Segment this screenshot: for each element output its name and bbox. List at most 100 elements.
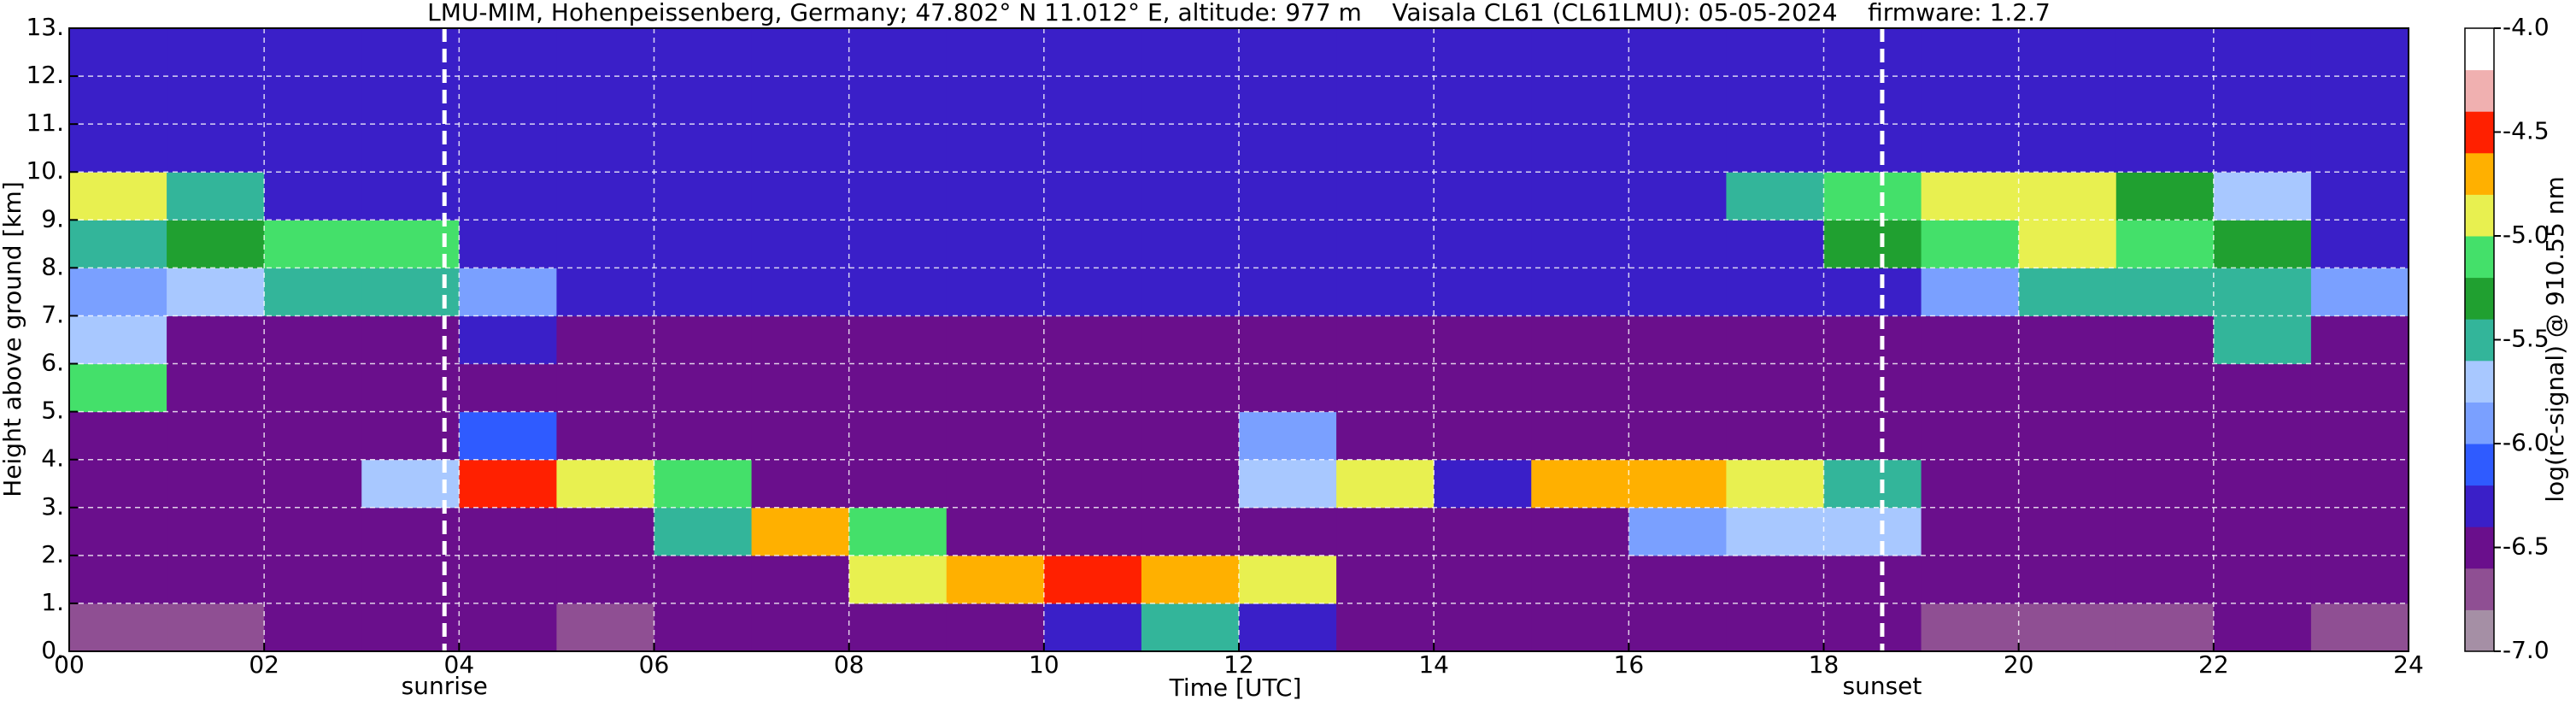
heatmap-cell bbox=[1726, 315, 1824, 365]
heatmap-cell bbox=[2115, 363, 2215, 413]
heatmap-cell bbox=[1336, 76, 1435, 125]
heatmap-cell bbox=[2310, 555, 2409, 604]
heatmap-cell bbox=[1434, 124, 1532, 173]
heatmap-cell bbox=[1141, 315, 1240, 365]
heatmap-cell bbox=[69, 268, 167, 316]
heatmap-cell bbox=[2310, 172, 2409, 221]
heatmap-cell bbox=[2213, 411, 2312, 461]
heatmap-cell bbox=[1823, 28, 1922, 77]
heatmap-cell bbox=[264, 555, 362, 604]
heatmap-cell bbox=[2213, 555, 2312, 604]
colorbar-band bbox=[2465, 194, 2494, 237]
heatmap-cell bbox=[556, 363, 654, 413]
heatmap-cell bbox=[2213, 315, 2312, 365]
heatmap-cell bbox=[848, 507, 948, 556]
heatmap-cell bbox=[1726, 459, 1824, 509]
heatmap-cell bbox=[1531, 28, 1629, 77]
heatmap-cell bbox=[848, 220, 948, 268]
heatmap-cell bbox=[751, 28, 850, 77]
heatmap-cell bbox=[2115, 220, 2215, 268]
heatmap-cell bbox=[167, 28, 265, 77]
x-tick-label: 24 bbox=[2393, 650, 2424, 679]
y-tick-label: 0. bbox=[41, 636, 64, 664]
heatmap-cell bbox=[654, 268, 753, 316]
heatmap-cell bbox=[1434, 603, 1532, 652]
heatmap-cell bbox=[2115, 76, 2215, 125]
heatmap-cell bbox=[556, 28, 654, 77]
x-tick-label: 06 bbox=[639, 650, 670, 679]
heatmap-cell bbox=[264, 268, 362, 316]
heatmap-cell bbox=[946, 363, 1045, 413]
heatmap-cell bbox=[556, 220, 654, 268]
heatmap-cell bbox=[2115, 555, 2215, 604]
heatmap-cell bbox=[1823, 459, 1922, 509]
y-tick-label: 7. bbox=[41, 300, 64, 328]
chart-title: LMU-MIM, Hohenpeissenberg, Germany; 47.8… bbox=[427, 0, 2051, 26]
heatmap-cell bbox=[1628, 603, 1727, 652]
heatmap-cell bbox=[1628, 363, 1727, 413]
y-tick-label: 2. bbox=[41, 540, 64, 568]
heatmap-cell bbox=[1921, 268, 2020, 316]
heatmap-cell bbox=[167, 555, 265, 604]
heatmap-cell bbox=[946, 28, 1045, 77]
heatmap-cell bbox=[654, 459, 753, 509]
heatmap-cell bbox=[69, 459, 167, 509]
heatmap-cell bbox=[1726, 28, 1824, 77]
heatmap-cell bbox=[1628, 28, 1727, 77]
heatmap-cell bbox=[1336, 124, 1435, 173]
heatmap-cell bbox=[1043, 603, 1142, 652]
heatmap-cell bbox=[751, 459, 850, 509]
colorbar-band bbox=[2465, 527, 2494, 569]
heatmap-cell bbox=[1921, 124, 2020, 173]
heatmap-cell bbox=[2115, 411, 2215, 461]
heatmap-cell bbox=[1628, 124, 1727, 173]
heatmap-cell bbox=[2213, 459, 2312, 509]
heatmap-cell bbox=[2018, 172, 2117, 221]
heatmap-cell bbox=[69, 315, 167, 365]
heatmap-cell bbox=[459, 603, 557, 652]
heatmap-cell bbox=[654, 603, 753, 652]
heatmap-cell bbox=[1043, 268, 1142, 316]
heatmap-cell bbox=[1336, 459, 1435, 509]
x-tick-label: 14 bbox=[1418, 650, 1449, 679]
heatmap-cell bbox=[1043, 555, 1142, 604]
heatmap-cell bbox=[1434, 315, 1532, 365]
heatmap-cell bbox=[69, 507, 167, 556]
x-tick-label: 04 bbox=[444, 650, 475, 679]
colorbar-frame bbox=[2464, 27, 2495, 652]
heatmap-cell bbox=[1434, 28, 1532, 77]
heatmap-cell bbox=[556, 172, 654, 221]
heatmap-cell bbox=[1921, 76, 2020, 125]
heatmap-cell bbox=[1141, 268, 1240, 316]
heatmap-cell bbox=[848, 268, 948, 316]
heatmap-cell bbox=[2310, 603, 2409, 652]
heatmap-cell bbox=[1043, 363, 1142, 413]
heatmap-cell bbox=[1434, 172, 1532, 221]
heatmap-cell bbox=[1823, 268, 1922, 316]
colorbar-band bbox=[2465, 69, 2494, 112]
heatmap-cell bbox=[1239, 555, 1337, 604]
heatmap-cell bbox=[654, 28, 753, 77]
heatmap-cell bbox=[1628, 555, 1727, 604]
heatmap-cell bbox=[946, 315, 1045, 365]
heatmap-cell bbox=[2310, 507, 2409, 556]
heatmap-cell bbox=[556, 315, 654, 365]
heatmap-cell bbox=[1823, 603, 1922, 652]
x-tick-label: 22 bbox=[2198, 650, 2229, 679]
heatmap-cell bbox=[264, 76, 362, 125]
heatmap-cell bbox=[1726, 555, 1824, 604]
heatmap-cell bbox=[459, 28, 557, 77]
heatmap-cell bbox=[2213, 603, 2312, 652]
heatmap-cell bbox=[459, 76, 557, 125]
heatmap-cell bbox=[1043, 76, 1142, 125]
heatmap-cell bbox=[1531, 315, 1629, 365]
heatmap-cell bbox=[1336, 507, 1435, 556]
heatmap-cell bbox=[1823, 363, 1922, 413]
heatmap-cell bbox=[167, 603, 265, 652]
heatmap-cell bbox=[1336, 603, 1435, 652]
heatmap-cell bbox=[946, 507, 1045, 556]
heatmap-cell bbox=[848, 28, 948, 77]
heatmap-cell bbox=[1726, 220, 1824, 268]
heatmap-cell bbox=[1239, 411, 1337, 461]
heatmap-cell bbox=[1141, 76, 1240, 125]
